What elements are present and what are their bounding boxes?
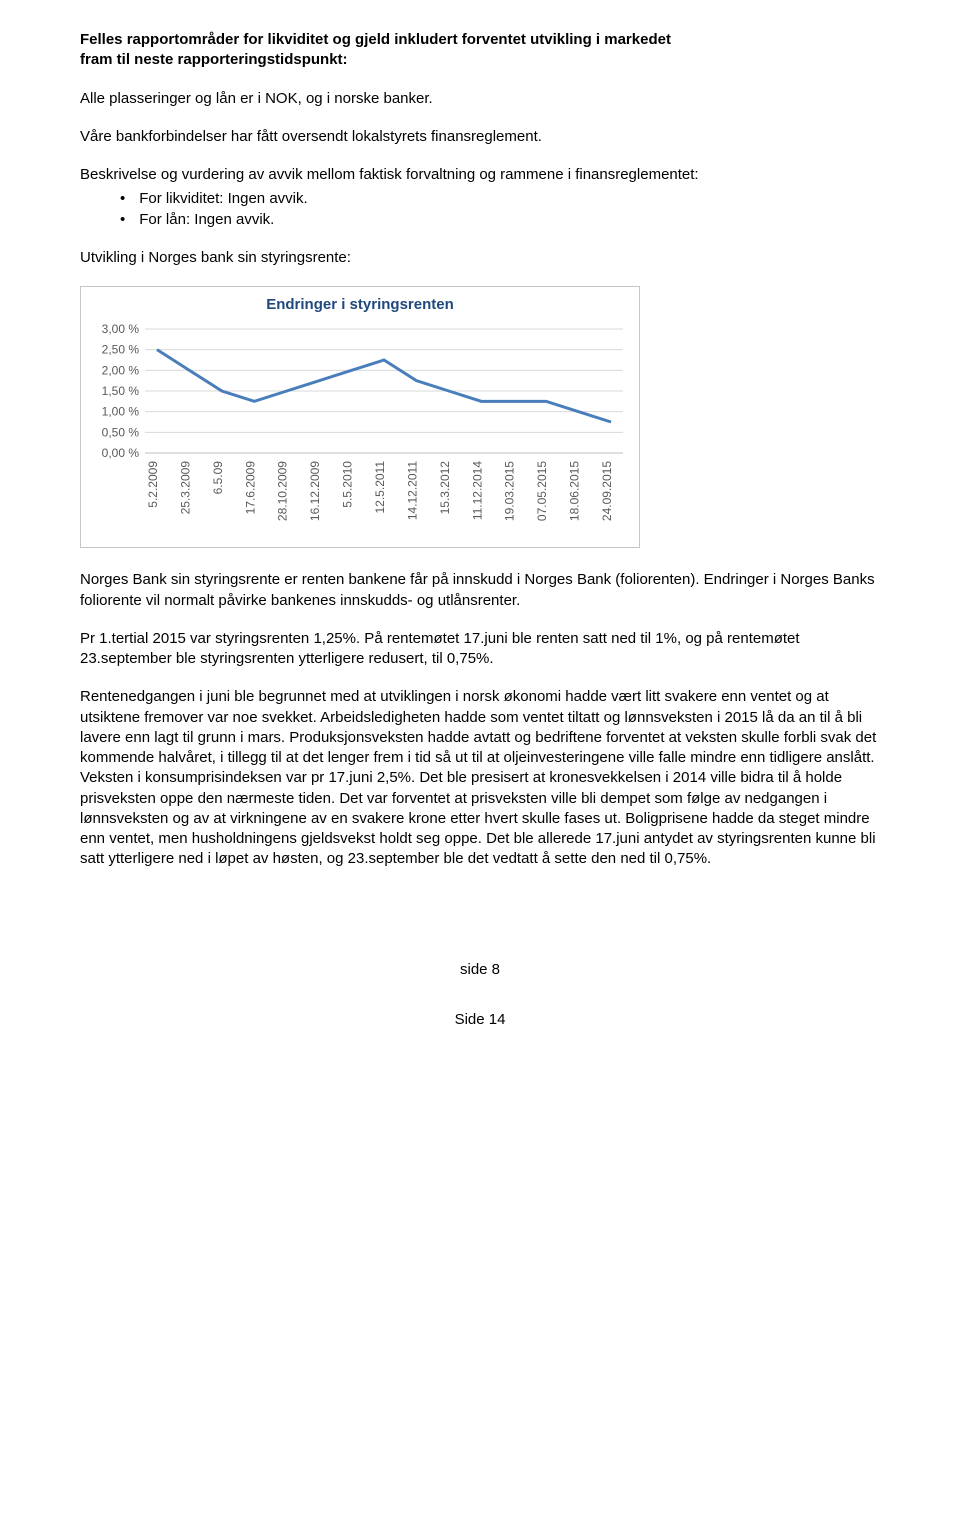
section-heading: Felles rapportområder for likviditet og … [80, 30, 880, 71]
svg-text:1,50 %: 1,50 % [102, 384, 140, 398]
bullet-2: For lån: Ingen avvik. [120, 210, 880, 230]
svg-text:5.2.2009: 5.2.2009 [146, 461, 160, 508]
chart-title: Endringer i styringsrenten [91, 295, 629, 315]
paragraph-2: Våre bankforbindelser har fått oversendt… [80, 127, 880, 147]
paragraph-6: Pr 1.tertial 2015 var styringsrenten 1,2… [80, 629, 880, 670]
svg-text:24.09.2015: 24.09.2015 [600, 461, 614, 521]
paragraph-5: Norges Bank sin styringsrente er renten … [80, 570, 880, 611]
para4-text: Utvikling i Norges bank sin styringsrent… [80, 248, 880, 268]
svg-text:3,00 %: 3,00 % [102, 323, 140, 336]
svg-text:18.06.2015: 18.06.2015 [568, 461, 582, 521]
svg-text:0,50 %: 0,50 % [102, 426, 140, 440]
paragraph-7: Rentenedgangen i juni ble begrunnet med … [80, 687, 880, 869]
svg-text:14.12.2011: 14.12.2011 [405, 461, 419, 520]
heading-line-1: Felles rapportområder for likviditet og … [80, 30, 880, 50]
footer-side-8: side 8 [80, 960, 880, 980]
para2-text: Våre bankforbindelser har fått oversendt… [80, 127, 880, 147]
para5-text: Norges Bank sin styringsrente er renten … [80, 570, 880, 611]
paragraph-4: Utvikling i Norges bank sin styringsrent… [80, 248, 880, 268]
paragraph-3: Beskrivelse og vurdering av avvik mellom… [80, 165, 880, 230]
svg-text:16.12.2009: 16.12.2009 [308, 461, 322, 521]
para3-intro: Beskrivelse og vurdering av avvik mellom… [80, 165, 880, 185]
para6-text: Pr 1.tertial 2015 var styringsrenten 1,2… [80, 629, 880, 670]
svg-text:17.6.2009: 17.6.2009 [243, 461, 257, 515]
svg-text:07.05.2015: 07.05.2015 [535, 461, 549, 521]
svg-text:5.5.2010: 5.5.2010 [341, 461, 355, 508]
bullet-1: For likviditet: Ingen avvik. [120, 189, 880, 209]
svg-text:25.3.2009: 25.3.2009 [178, 461, 192, 515]
chart-container: Endringer i styringsrenten 3,00 % 2,50 % 2… [80, 286, 640, 548]
paragraph-1: Alle plasseringer og lån er i NOK, og i … [80, 89, 880, 109]
heading-line-2: fram til neste rapporteringstidspunkt: [80, 50, 880, 70]
svg-text:2,00 %: 2,00 % [102, 364, 140, 378]
chart-svg: 3,00 % 2,50 % 2,00 % 1,50 % 1,00 % 0,50 % 0,00… [91, 323, 631, 543]
svg-text:1,00 %: 1,00 % [102, 405, 140, 419]
bullet-list: For likviditet: Ingen avvik. For lån: In… [80, 189, 880, 230]
svg-text:19.03.2015: 19.03.2015 [503, 461, 517, 521]
svg-text:2,50 %: 2,50 % [102, 343, 140, 357]
svg-text:0,00 %: 0,00 % [102, 446, 140, 460]
svg-text:11.12.2014: 11.12.2014 [470, 461, 484, 520]
para7-text: Rentenedgangen i juni ble begrunnet med … [80, 687, 880, 869]
footer-side-14: Side 14 [80, 1010, 880, 1030]
svg-text:15.3.2012: 15.3.2012 [438, 461, 452, 515]
svg-text:12.5.2011: 12.5.2011 [373, 461, 387, 514]
svg-text:6.5.09: 6.5.09 [211, 461, 225, 495]
para1-text: Alle plasseringer og lån er i NOK, og i … [80, 89, 880, 109]
svg-text:28.10.2009: 28.10.2009 [276, 461, 290, 521]
